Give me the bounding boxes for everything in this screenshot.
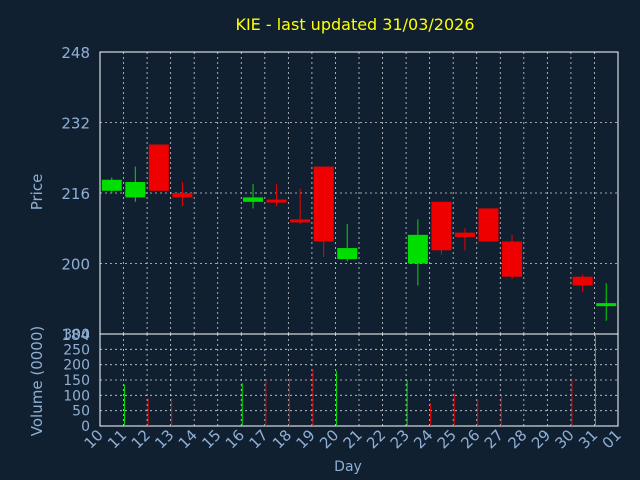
day-tick-label: 29 — [528, 426, 554, 452]
candle-body — [101, 179, 122, 191]
candle-body — [337, 248, 358, 260]
day-tick-label: 23 — [387, 426, 413, 452]
volume-tick-label: 50 — [72, 404, 90, 420]
day-tick-label: 30 — [552, 426, 578, 452]
day-tick-label: 01 — [599, 426, 625, 452]
volume-tick-label: 200 — [63, 358, 90, 374]
candle-body — [243, 197, 264, 202]
day-tick-label: 25 — [434, 426, 460, 452]
candle-body — [290, 219, 311, 223]
candle-body — [478, 208, 499, 242]
day-tick-label: 19 — [293, 426, 319, 452]
day-tick-label: 26 — [457, 426, 483, 452]
volume-axis-label: Volume (0000) — [28, 326, 46, 436]
price-axis-label: Price — [28, 174, 46, 211]
day-axis-label: Day — [334, 459, 362, 475]
day-tick-label: 12 — [128, 426, 154, 452]
candle-body — [431, 201, 452, 251]
day-tick-label: 22 — [363, 426, 389, 452]
price-tick-label: 232 — [61, 115, 90, 133]
candle-body — [572, 276, 593, 286]
price-panel: 248 232 216 200 184 — [61, 44, 619, 344]
day-tick-label: 28 — [504, 426, 530, 452]
day-tick-label: 24 — [410, 426, 436, 452]
price-tick-label: 216 — [61, 185, 90, 203]
day-tick-label: 14 — [175, 426, 201, 452]
volume-tick-label: 250 — [63, 342, 90, 358]
volume-tick-label: 0 — [81, 419, 90, 435]
candle-body — [454, 232, 475, 238]
candle-body — [596, 303, 617, 307]
day-tick-label: 15 — [198, 426, 224, 452]
candle-body — [313, 166, 334, 242]
price-tick-label: 248 — [61, 44, 90, 62]
candle-body — [266, 199, 287, 203]
candle-body — [148, 144, 169, 191]
chart-title: KIE - last updated 31/03/2026 — [235, 15, 474, 34]
day-tick-label: 18 — [269, 426, 295, 452]
day-tick-label: 17 — [245, 426, 271, 452]
day-tick-label: 13 — [151, 426, 177, 452]
price-tick-label: 184 — [61, 326, 90, 344]
candle-body — [125, 181, 146, 198]
day-tick-label: 31 — [575, 426, 601, 452]
volume-tick-label: 300 — [63, 327, 90, 343]
day-axis: 1011121314151617181920212223242526272829… — [81, 426, 625, 452]
day-tick-label: 11 — [104, 426, 130, 452]
day-tick-label: 16 — [222, 426, 248, 452]
day-tick-label: 21 — [340, 426, 366, 452]
candle-body — [407, 234, 428, 264]
candle-body — [502, 241, 523, 277]
day-tick-label: 27 — [481, 426, 507, 452]
price-tick-label: 200 — [61, 256, 90, 274]
candle-body — [172, 193, 193, 198]
day-tick-label: 20 — [316, 426, 342, 452]
volume-plot-border — [99, 333, 619, 427]
volume-tick-label: 150 — [63, 373, 90, 389]
volume-tick-label: 100 — [63, 388, 90, 404]
